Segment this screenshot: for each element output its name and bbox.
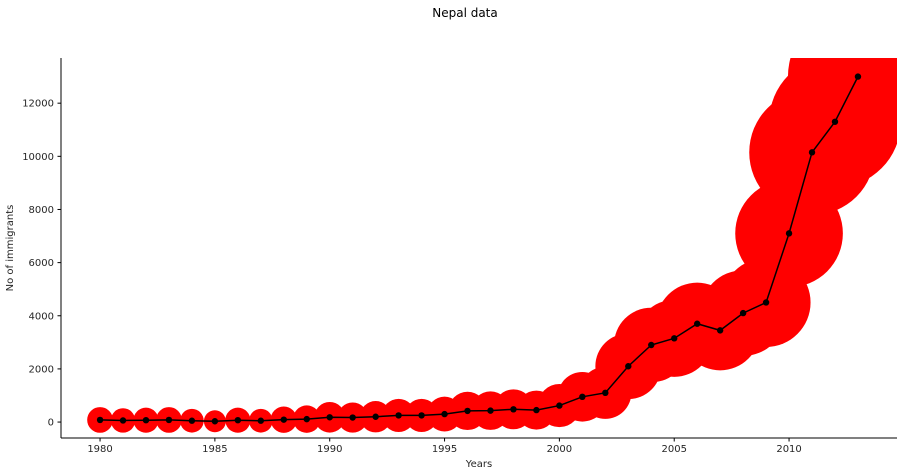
data-point-2011: [808, 149, 816, 156]
data-point-1990: [326, 414, 333, 421]
data-point-1991: [349, 414, 356, 421]
data-point-2012: [831, 118, 839, 125]
data-point-1993: [395, 412, 402, 419]
data-point-1989: [303, 415, 310, 423]
y-tick-label: 6000: [29, 258, 54, 269]
x-tick-label: 1980: [87, 444, 112, 455]
y-tick-label: 8000: [29, 205, 54, 216]
data-point-2004: [648, 341, 655, 349]
data-point-1999: [533, 406, 540, 414]
data-point-1981: [119, 417, 127, 424]
x-tick-label: 1990: [317, 444, 342, 455]
data-point-1987: [257, 417, 265, 424]
x-tick-label: 2005: [661, 444, 686, 455]
data-point-1986: [234, 416, 242, 424]
x-tick-label: 1995: [432, 444, 457, 455]
data-point-1997: [487, 407, 494, 414]
y-axis-ticks: 0 2000 4000 6000 8000 10000 12000: [22, 99, 61, 429]
y-tick-label: 0: [48, 418, 54, 429]
data-point-1996: [464, 407, 471, 415]
data-point-2010: [785, 230, 793, 237]
data-point-1985: [211, 418, 219, 425]
data-point-2005: [671, 335, 678, 342]
data-point-1988: [280, 416, 287, 423]
data-point-1995: [441, 410, 448, 418]
series-line-layer: [100, 76, 859, 423]
bubble-2013: [787, 58, 897, 147]
x-axis-label: Years: [465, 459, 492, 470]
x-axis-ticks: 1980 1985 1990 1995 2000 2005 2010: [87, 438, 802, 455]
x-tick-label: 1985: [202, 444, 227, 455]
data-point-1998: [510, 406, 517, 413]
y-tick-label: 12000: [22, 99, 54, 110]
data-point-2008: [739, 309, 747, 317]
data-point-1980: [96, 416, 104, 424]
data-point-2000: [556, 402, 563, 409]
x-tick-label: 2000: [547, 444, 572, 455]
data-point-1982: [142, 416, 150, 424]
y-tick-label: 2000: [29, 364, 54, 375]
data-point-2013: [854, 73, 862, 80]
axes: [60, 58, 897, 439]
data-point-1983: [165, 416, 173, 424]
data-point-2001: [579, 393, 586, 401]
chart-title: Nepal data: [432, 6, 498, 20]
y-tick-label: 4000: [29, 311, 54, 322]
data-point-2002: [602, 389, 609, 397]
data-point-2007: [716, 327, 724, 334]
x-tick-label: 2010: [776, 444, 801, 455]
data-point-1992: [372, 413, 379, 420]
data-point-2009: [762, 299, 770, 306]
data-point-1984: [188, 417, 196, 424]
data-point-2003: [625, 363, 632, 370]
data-point-layer: [96, 73, 862, 425]
y-axis-label: No of immigrants: [5, 205, 16, 292]
bubble-layer: [87, 58, 897, 433]
series-line: [100, 76, 859, 423]
y-tick-label: 10000: [22, 152, 54, 163]
data-point-2006: [693, 320, 701, 327]
data-point-1994: [418, 412, 425, 419]
